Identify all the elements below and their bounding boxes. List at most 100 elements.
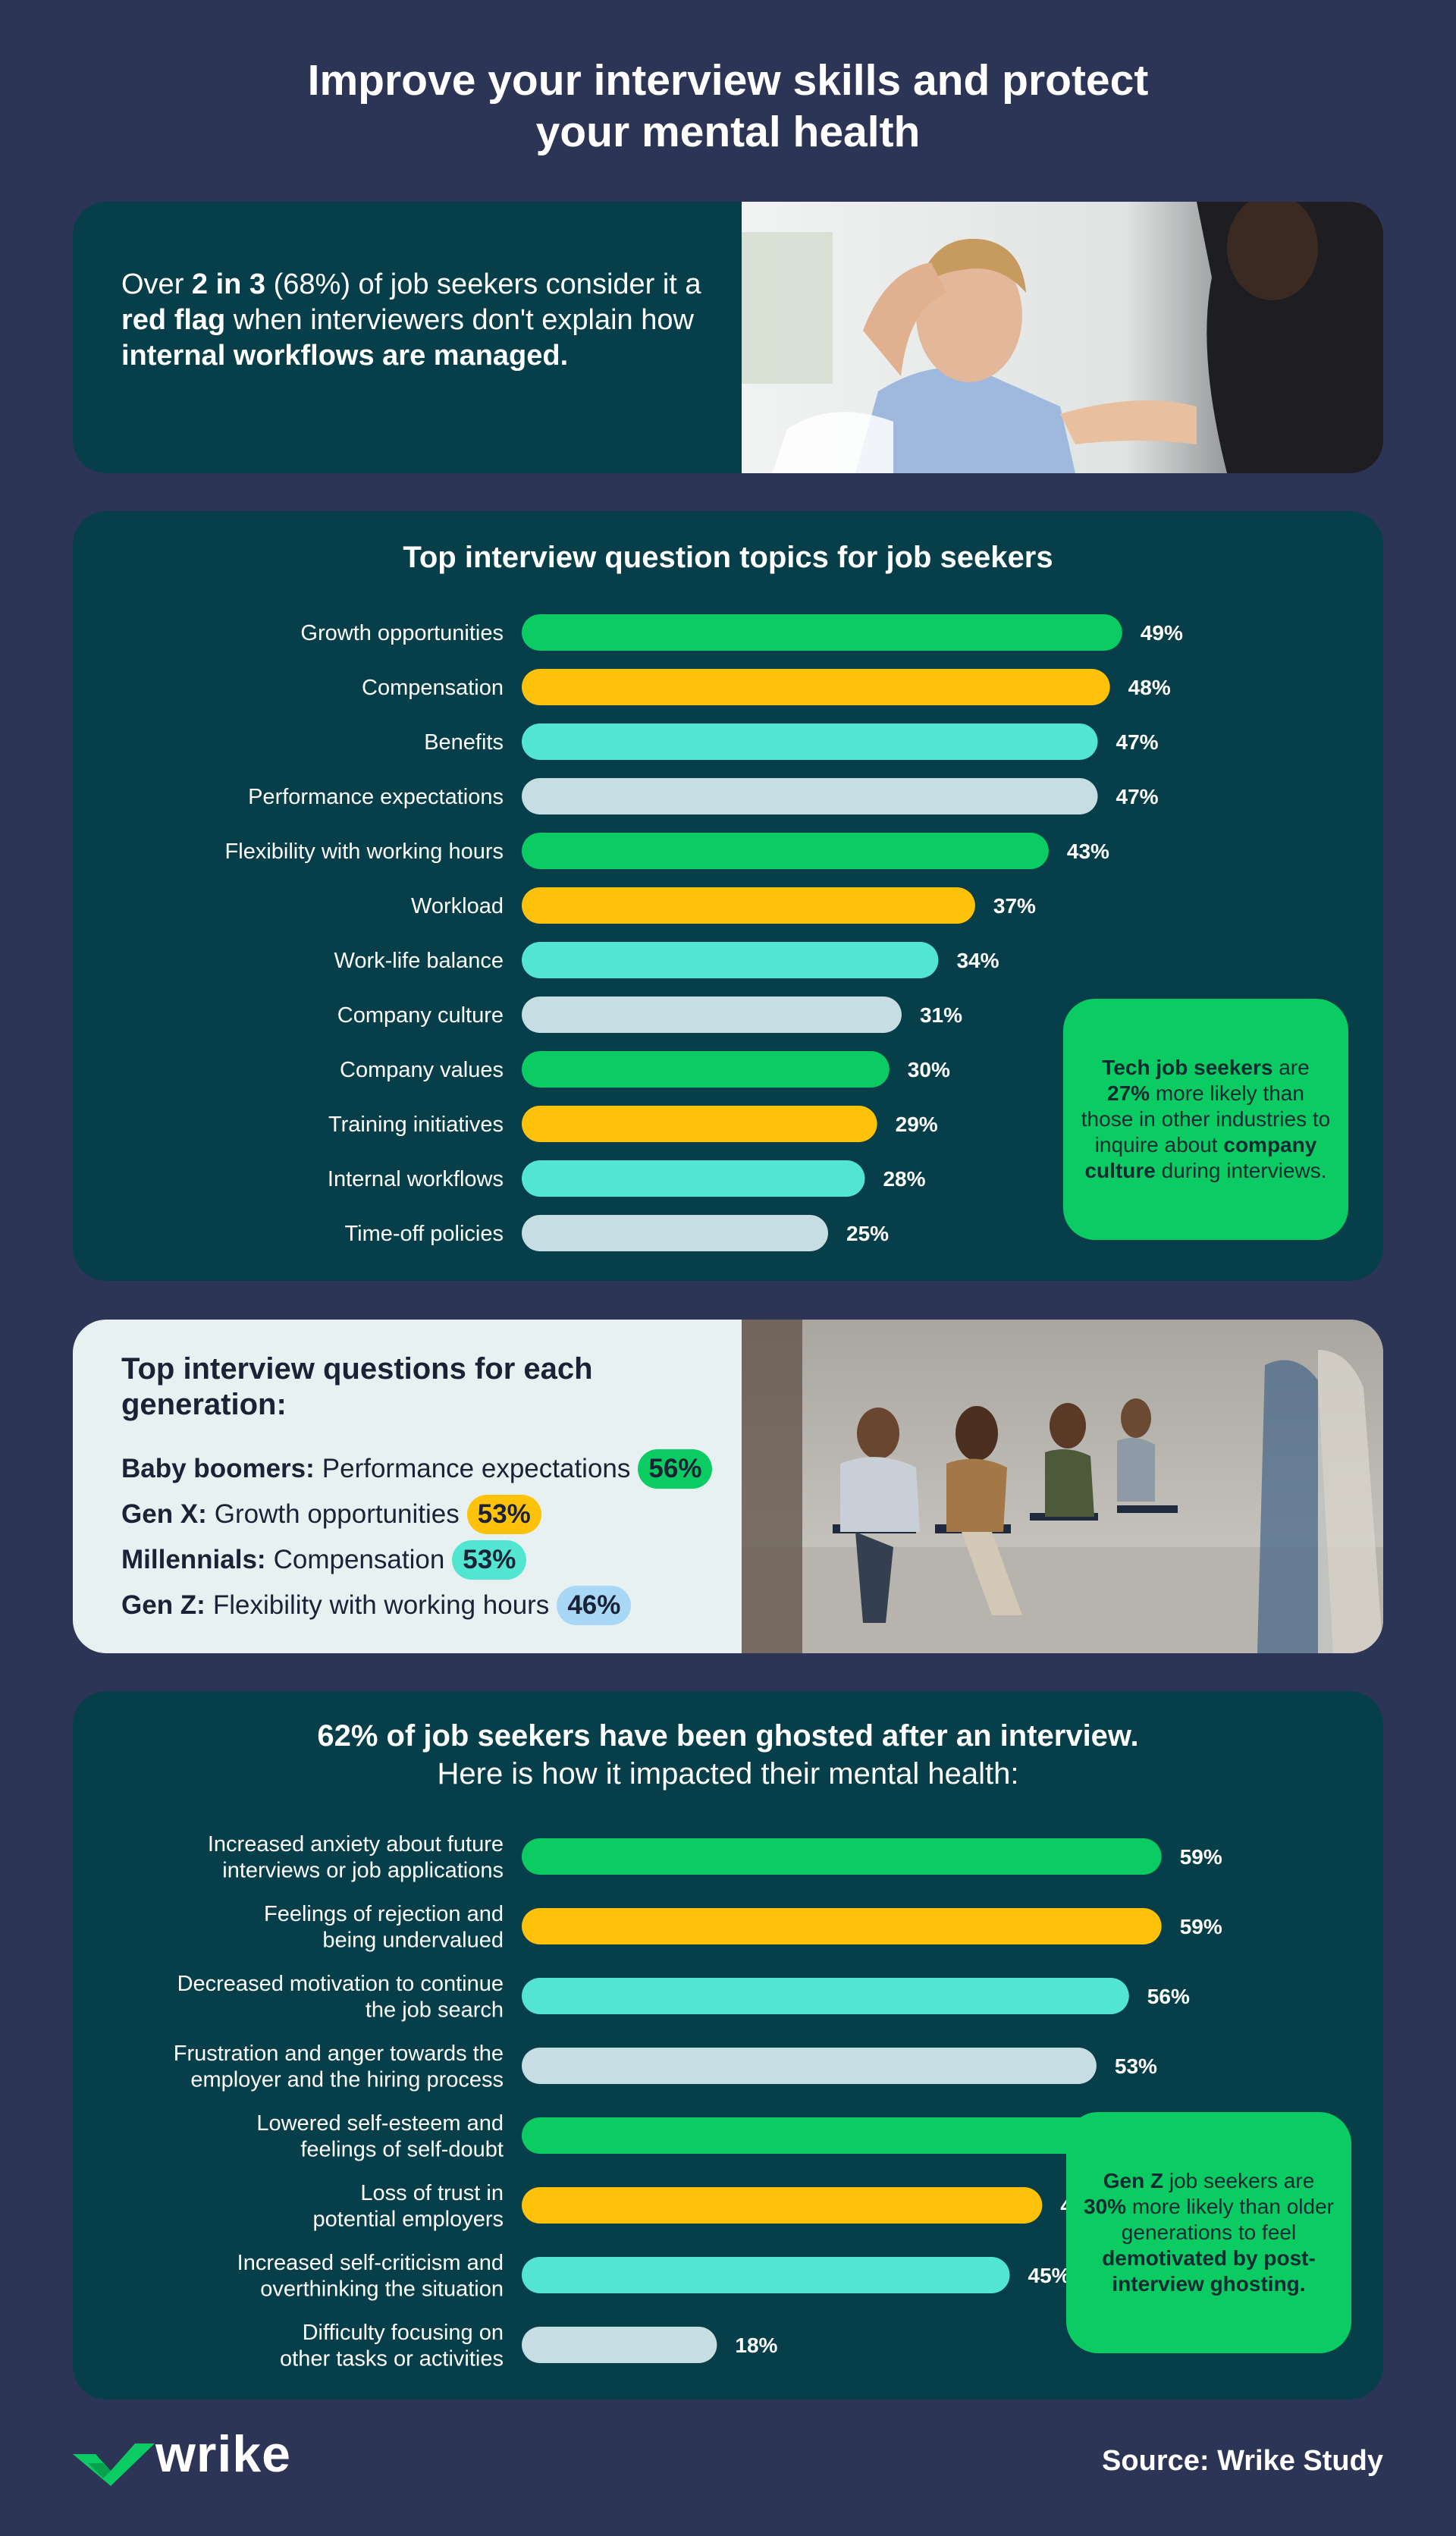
generation-name: Gen Z:	[121, 1590, 206, 1620]
bar	[522, 887, 975, 924]
value-label: 49%	[1141, 621, 1183, 645]
callout-text: during interviews.	[1155, 1159, 1327, 1182]
red-flag-card: Over 2 in 3 (68%) of job seekers conside…	[73, 202, 1383, 473]
bar	[522, 1051, 890, 1088]
category-label: Growth opportunities	[300, 621, 504, 645]
bar	[522, 723, 1098, 760]
value-label: 47%	[1116, 785, 1159, 808]
title-line-1: Improve your interview skills and protec…	[307, 56, 1149, 105]
generation-topic: Flexibility with working hours	[212, 1590, 550, 1620]
callout-bold: company culture	[1084, 1133, 1317, 1182]
red-flag-statement: Over 2 in 3 (68%) of job seekers conside…	[121, 267, 743, 374]
bar	[522, 2257, 1010, 2293]
bar	[522, 2187, 1043, 2224]
percent-badge: 46%	[557, 1586, 632, 1625]
generation-row: Baby boomers: Performance expectations 56%	[121, 1446, 804, 1492]
bar	[522, 1160, 865, 1197]
bar	[522, 942, 939, 978]
generation-name: Gen X:	[121, 1499, 207, 1529]
bar	[522, 2117, 1097, 2154]
category-label: Loss of trust in potential employers	[313, 2181, 504, 2232]
value-label: 37%	[993, 894, 1036, 918]
question-topics-chart: Growth opportunities 49% Compensation 48% Be…	[225, 614, 1183, 1251]
bar	[522, 2327, 717, 2363]
value-label: 30%	[908, 1058, 950, 1081]
ghosting-impact-chart: Increased anxiety about future interviews…	[174, 1832, 1222, 2371]
generation-topic: Compensation	[273, 1545, 445, 1574]
bar	[522, 614, 1122, 651]
value-label: 25%	[846, 1222, 889, 1245]
gen-z-callout: Gen Z job seekers are 30% more likely th…	[1066, 2112, 1351, 2353]
bar	[522, 997, 902, 1033]
value-label: 43%	[1067, 840, 1109, 863]
category-label: Internal workflows	[328, 1167, 504, 1191]
text-part: (68%) of job seekers consider it a	[265, 268, 701, 300]
value-label: 47%	[1116, 730, 1159, 754]
callout-text: job seekers are	[1163, 2169, 1315, 2192]
generation-row: Gen X: Growth opportunities 53%	[121, 1492, 804, 1537]
category-label: Company values	[340, 1058, 504, 1082]
stressed-man-photo	[742, 202, 1383, 473]
category-label: Lowered self-esteem and feelings of self-…	[256, 2111, 504, 2162]
value-label: 59%	[1180, 1845, 1222, 1869]
bar	[522, 833, 1049, 869]
text-bold: internal workflows are managed.	[121, 340, 569, 372]
value-label: 34%	[956, 949, 999, 972]
value-label: 28%	[883, 1167, 925, 1191]
bar	[522, 778, 1098, 814]
chart-title: Top interview question topics for job se…	[403, 541, 1053, 574]
category-label: Training initiatives	[328, 1113, 504, 1137]
generations-card: Top interview questions for each generat…	[73, 1320, 1383, 1653]
callout-bold: 30%	[1084, 2195, 1127, 2218]
category-label: Feelings of rejection and being undervalu…	[264, 1902, 504, 1953]
value-label: 59%	[1180, 1915, 1222, 1938]
category-label: Time-off policies	[344, 1222, 504, 1246]
value-label: 45%	[1028, 2264, 1071, 2287]
generation-topic: Growth opportunities	[214, 1499, 460, 1529]
generation-name: Baby boomers:	[121, 1454, 315, 1483]
category-label: Difficulty focusing on other tasks or act…	[280, 2321, 504, 2371]
category-label: Benefits	[424, 730, 504, 755]
category-label: Company culture	[337, 1003, 504, 1028]
category-label: Increased self-criticism and overthinking…	[237, 2251, 504, 2302]
percent-badge: 53%	[466, 1495, 541, 1534]
percent-badge: 53%	[452, 1540, 527, 1580]
category-label: Performance expectations	[248, 785, 504, 809]
generation-topic: Performance expectations	[322, 1454, 631, 1483]
chart-title: 62% of job seekers have been ghosted aft…	[317, 1719, 1139, 1753]
text-part: when interviewers don't explain how	[225, 304, 694, 336]
chart-subtitle: Here is how it impacted their mental hea…	[437, 1757, 1019, 1791]
callout-bold: Gen Z	[1103, 2169, 1164, 2192]
value-label: 48%	[1128, 676, 1171, 699]
page-title: Improve your interview skills and protec…	[0, 55, 1456, 158]
tech-job-seekers-callout: Tech job seekers are 27% more likely tha…	[1063, 999, 1348, 1240]
question-topics-chart-card: Top interview question topics for job se…	[73, 511, 1383, 1281]
callout-bold: demotivated by post-interview ghosting.	[1102, 2246, 1316, 2296]
value-label: 18%	[735, 2334, 777, 2357]
generation-row: Millennials: Compensation 53%	[121, 1537, 804, 1583]
bar	[522, 1838, 1162, 1875]
category-label: Increased anxiety about future interviews…	[208, 1832, 504, 1883]
callout-bold: 27%	[1107, 1081, 1150, 1105]
category-label: Work-life balance	[334, 949, 504, 973]
category-label: Decreased motivation to continue the job …	[177, 1972, 504, 2023]
value-label: 56%	[1147, 1985, 1190, 2008]
source-credit: Source: Wrike Study	[1102, 2445, 1383, 2477]
wrike-brand: wrike	[155, 2425, 291, 2483]
callout-text: are	[1272, 1056, 1310, 1079]
category-label: Frustration and anger towards the employe…	[174, 2042, 504, 2092]
ghosting-impact-chart-card: 62% of job seekers have been ghosted aft…	[73, 1691, 1383, 2399]
generations-title: Top interview questions for each generat…	[121, 1352, 593, 1421]
value-label: 53%	[1115, 2054, 1157, 2078]
text-part: Over	[121, 268, 192, 300]
text-bold: red flag	[121, 304, 226, 336]
category-label: Workload	[411, 894, 504, 918]
generation-name: Millennials:	[121, 1545, 266, 1574]
percent-badge: 56%	[638, 1449, 713, 1489]
category-label: Compensation	[362, 676, 504, 700]
generations-list: Baby boomers: Performance expectations 56%…	[121, 1446, 804, 1628]
callout-bold: Tech job seekers	[1102, 1056, 1273, 1079]
waiting-room-photo	[742, 1320, 1383, 1653]
bar	[522, 1106, 877, 1142]
value-label: 31%	[920, 1003, 962, 1027]
